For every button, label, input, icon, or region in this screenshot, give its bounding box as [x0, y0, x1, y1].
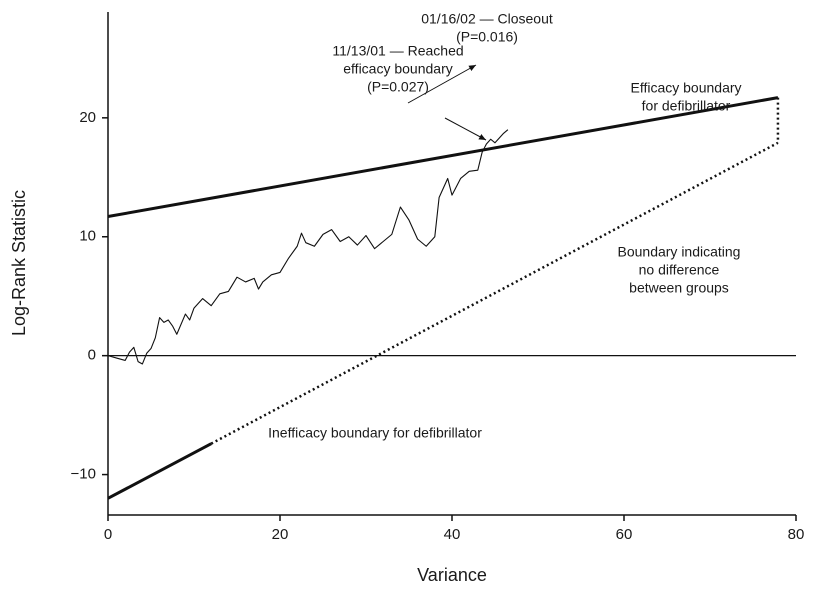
- x-tick-label: 0: [104, 526, 112, 543]
- y-tick-label: 0: [88, 347, 96, 364]
- line-thick: [107, 442, 212, 500]
- y-tick-label: 10: [79, 228, 96, 245]
- y-tick-label: 20: [79, 109, 96, 126]
- annotation: Inefficacy boundary for defibrillator: [268, 425, 482, 441]
- x-tick-label: 20: [272, 526, 289, 543]
- x-tick-label: 60: [616, 526, 633, 543]
- y-axis-title: Log-Rank Statistic: [9, 190, 29, 336]
- annotation: 11/13/01 — Reached: [332, 43, 463, 59]
- annotation: (P=0.027): [367, 79, 429, 95]
- annotation: Boundary indicating: [618, 244, 741, 260]
- x-axis-title: Variance: [417, 565, 487, 585]
- annotation: for defibrillator: [642, 98, 731, 114]
- line-dotted: [210, 141, 779, 445]
- arrow: [407, 64, 477, 104]
- annotation: no difference: [639, 262, 720, 278]
- annotation: Efficacy boundary: [630, 80, 741, 96]
- line-thick: [107, 96, 779, 219]
- annotation: efficacy boundary: [343, 61, 452, 77]
- annotation: 01/16/02 — Closeout: [421, 11, 553, 27]
- line-thin: [107, 129, 509, 365]
- y-tick-label: −10: [71, 466, 96, 483]
- annotation: (P=0.016): [456, 29, 518, 45]
- arrow: [444, 117, 487, 141]
- x-tick-label: 40: [444, 526, 461, 543]
- x-tick-label: 80: [788, 526, 805, 543]
- annotation: between groups: [629, 280, 729, 296]
